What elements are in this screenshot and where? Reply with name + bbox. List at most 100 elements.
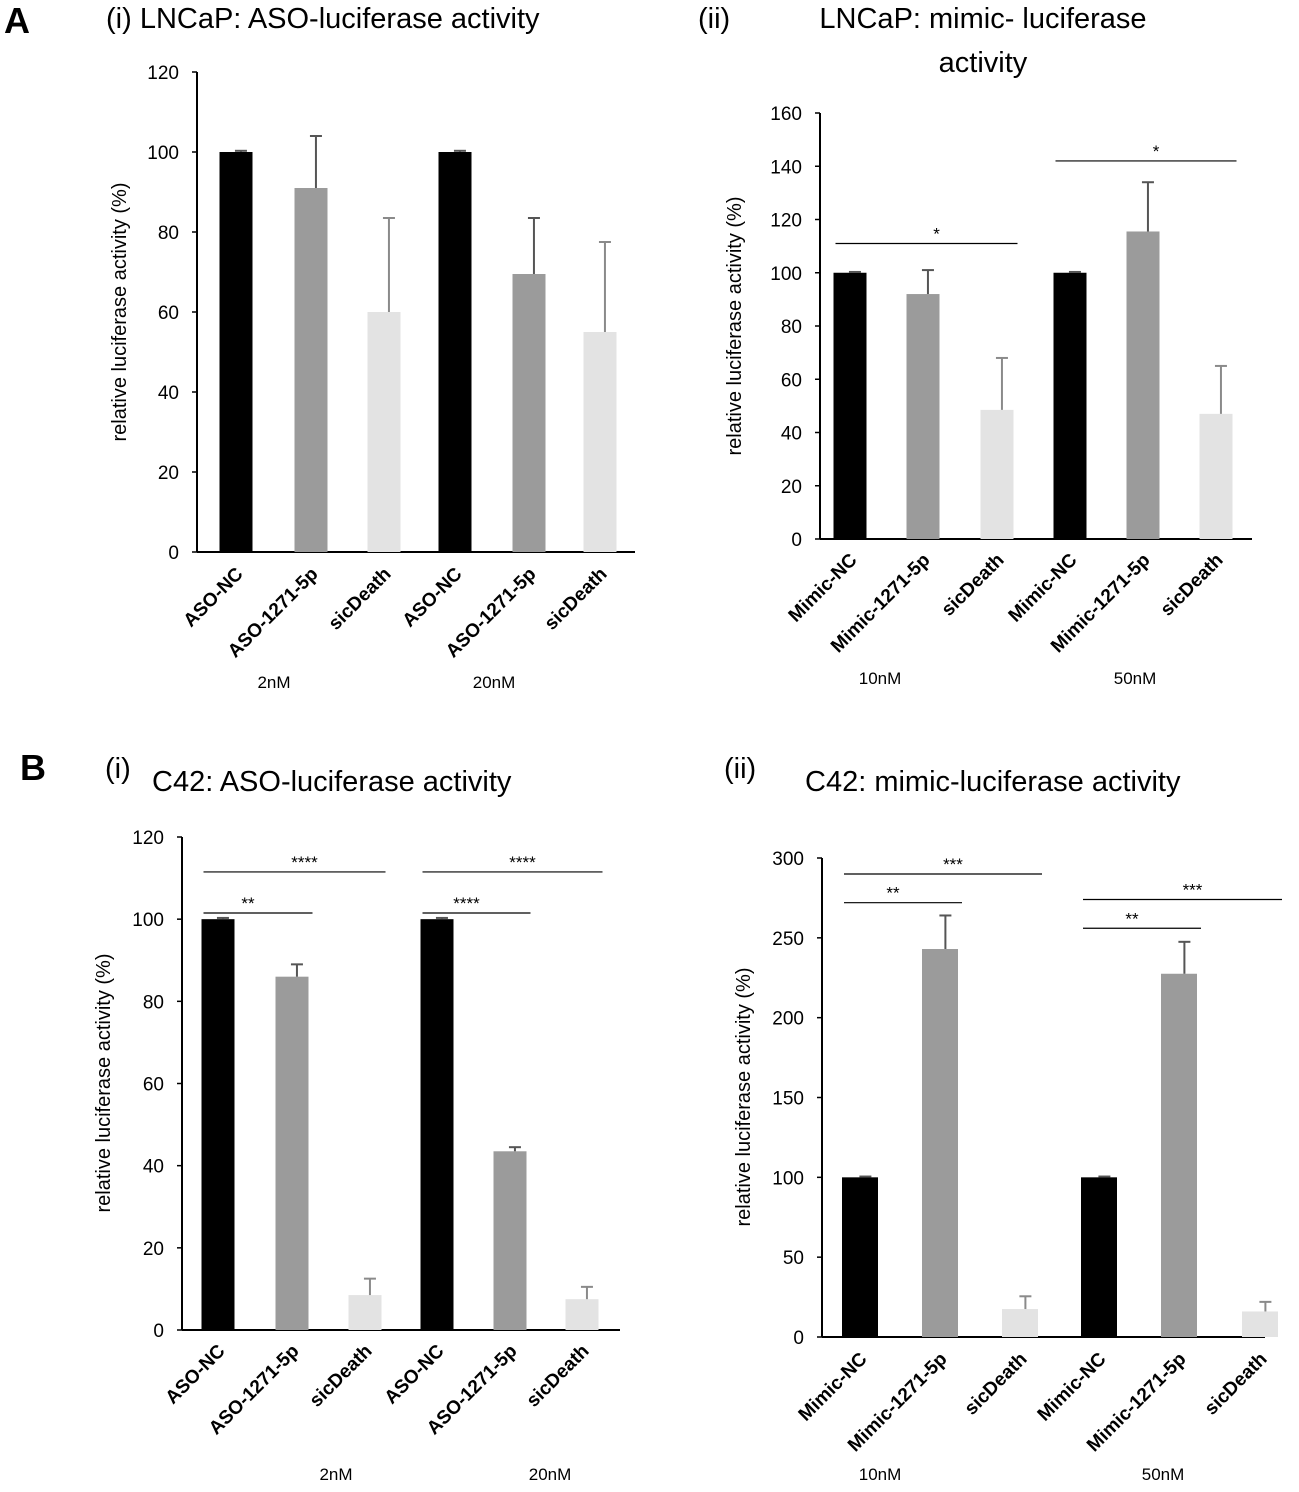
group-label: 20nM — [473, 673, 516, 692]
bar — [1161, 973, 1197, 1337]
bar — [1002, 1309, 1038, 1337]
y-axis-label: relative luciferase activity (%) — [724, 197, 746, 456]
y-tick-label: 0 — [153, 1321, 164, 1342]
y-axis-label: relative luciferase activity (%) — [109, 183, 131, 442]
group-label: 2nM — [319, 1465, 352, 1484]
y-axis-label: relative luciferase activity (%) — [733, 968, 755, 1227]
y-tick-label: 120 — [770, 211, 802, 232]
bar — [565, 1299, 599, 1330]
category-label: sicDeath — [325, 564, 396, 635]
category-label: sicDeath — [1201, 1349, 1272, 1420]
y-tick-label: 60 — [781, 370, 802, 391]
y-tick-label: 150 — [772, 1089, 804, 1110]
y-tick-label: 0 — [168, 543, 179, 564]
y-tick-label: 100 — [770, 264, 802, 285]
bar — [219, 152, 253, 552]
category-label: sicDeath — [961, 1349, 1032, 1420]
significance-label: *** — [1183, 881, 1203, 900]
y-tick-label: 20 — [158, 463, 179, 484]
panel-Aii-title-line1: LNCaP: mimic- luciferase — [819, 3, 1146, 35]
significance-label: **** — [509, 853, 536, 872]
bar — [922, 949, 958, 1337]
category-label: sicDeath — [306, 1341, 377, 1412]
significance-label: **** — [453, 894, 480, 913]
y-axis-label: relative luciferase activity (%) — [93, 954, 115, 1213]
y-tick-label: 40 — [158, 383, 179, 404]
bar — [348, 1295, 382, 1330]
bar — [275, 976, 309, 1330]
y-tick-label: 60 — [143, 1075, 164, 1096]
bar — [493, 1151, 527, 1330]
y-tick-label: 140 — [770, 157, 802, 178]
y-tick-label: 120 — [147, 63, 179, 84]
y-tick-label: 20 — [143, 1239, 164, 1260]
y-tick-label: 120 — [132, 828, 164, 849]
y-tick-label: 200 — [772, 1009, 804, 1030]
bar — [1242, 1311, 1278, 1337]
significance-label: ** — [241, 894, 255, 913]
significance-label: ** — [1125, 909, 1139, 928]
category-label: sicDeath — [938, 550, 1009, 621]
bar — [294, 188, 328, 552]
y-tick-label: 40 — [781, 424, 802, 445]
chart-Bii: 0 50 100 150 200 250 300 relative luciferase ac… — [733, 849, 1282, 1484]
y-tick-label: 50 — [783, 1248, 804, 1269]
category-label: ASO-NC — [381, 1340, 449, 1408]
category-label: sicDeath — [541, 564, 612, 635]
significance-label: * — [933, 224, 940, 243]
panel-Bii-number: (ii) — [724, 753, 756, 785]
y-tick-label: 300 — [772, 849, 804, 870]
bar — [367, 312, 401, 552]
group-label: 10nM — [859, 669, 902, 688]
y-tick-label: 0 — [793, 1328, 804, 1349]
panel-Bii-title: C42: mimic-luciferase activity — [805, 766, 1181, 798]
y-tick-label: 80 — [158, 223, 179, 244]
y-tick-label: 100 — [772, 1168, 804, 1189]
panel-Bi-number: (i) — [105, 753, 131, 785]
y-tick-label: 160 — [770, 104, 802, 125]
category-label: ASO-NC — [162, 1340, 230, 1408]
category-label: Mimic-NC — [785, 549, 862, 626]
group-label: 20nM — [529, 1465, 572, 1484]
bar — [1053, 272, 1087, 539]
bar — [1081, 1177, 1117, 1337]
bar — [833, 272, 867, 539]
bar — [420, 919, 454, 1330]
chart-Aii: 0 20 40 60 80 100 120 140 160 relative luciferase… — [724, 104, 1252, 688]
y-tick-label: 100 — [147, 143, 179, 164]
y-tick-label: 250 — [772, 929, 804, 950]
category-label: Mimic-NC — [1005, 549, 1082, 626]
significance-label: ** — [886, 884, 900, 903]
group-label: 10nM — [859, 1465, 902, 1484]
category-label: Mimic-NC — [795, 1348, 872, 1425]
bar — [1199, 413, 1233, 539]
y-tick-label: 60 — [158, 303, 179, 324]
y-tick-label: 100 — [132, 910, 164, 931]
y-tick-label: 80 — [781, 317, 802, 338]
significance-label: *** — [943, 855, 963, 874]
panel-letter-B: B — [20, 747, 46, 788]
category-label: ASO-NC — [399, 563, 467, 631]
y-tick-label: 40 — [143, 1157, 164, 1178]
chart-Bi: 0 20 40 60 80 100 120 relative luciferase activ… — [93, 828, 620, 1484]
bar — [980, 409, 1014, 539]
panel-letter-A: A — [4, 0, 30, 41]
panel-Aii-number: (ii) — [698, 3, 730, 35]
y-tick-label: 0 — [791, 530, 802, 551]
panel-Aii-title-line2: activity — [939, 47, 1028, 79]
group-label: 50nM — [1142, 1465, 1185, 1484]
category-label: ASO-NC — [180, 563, 248, 631]
bar — [438, 152, 472, 552]
group-label: 50nM — [1114, 669, 1157, 688]
category-label: sicDeath — [523, 1341, 594, 1412]
category-label: Mimic-NC — [1034, 1348, 1111, 1425]
bar — [906, 294, 940, 539]
significance-label: **** — [291, 853, 318, 872]
panel-Bi-title: C42: ASO-luciferase activity — [152, 766, 512, 798]
bar — [201, 919, 235, 1330]
significance-label: * — [1153, 142, 1160, 161]
y-tick-label: 80 — [143, 992, 164, 1013]
chart-Ai: 0 20 40 60 80 100 120 relative luciferase activ… — [109, 63, 635, 692]
